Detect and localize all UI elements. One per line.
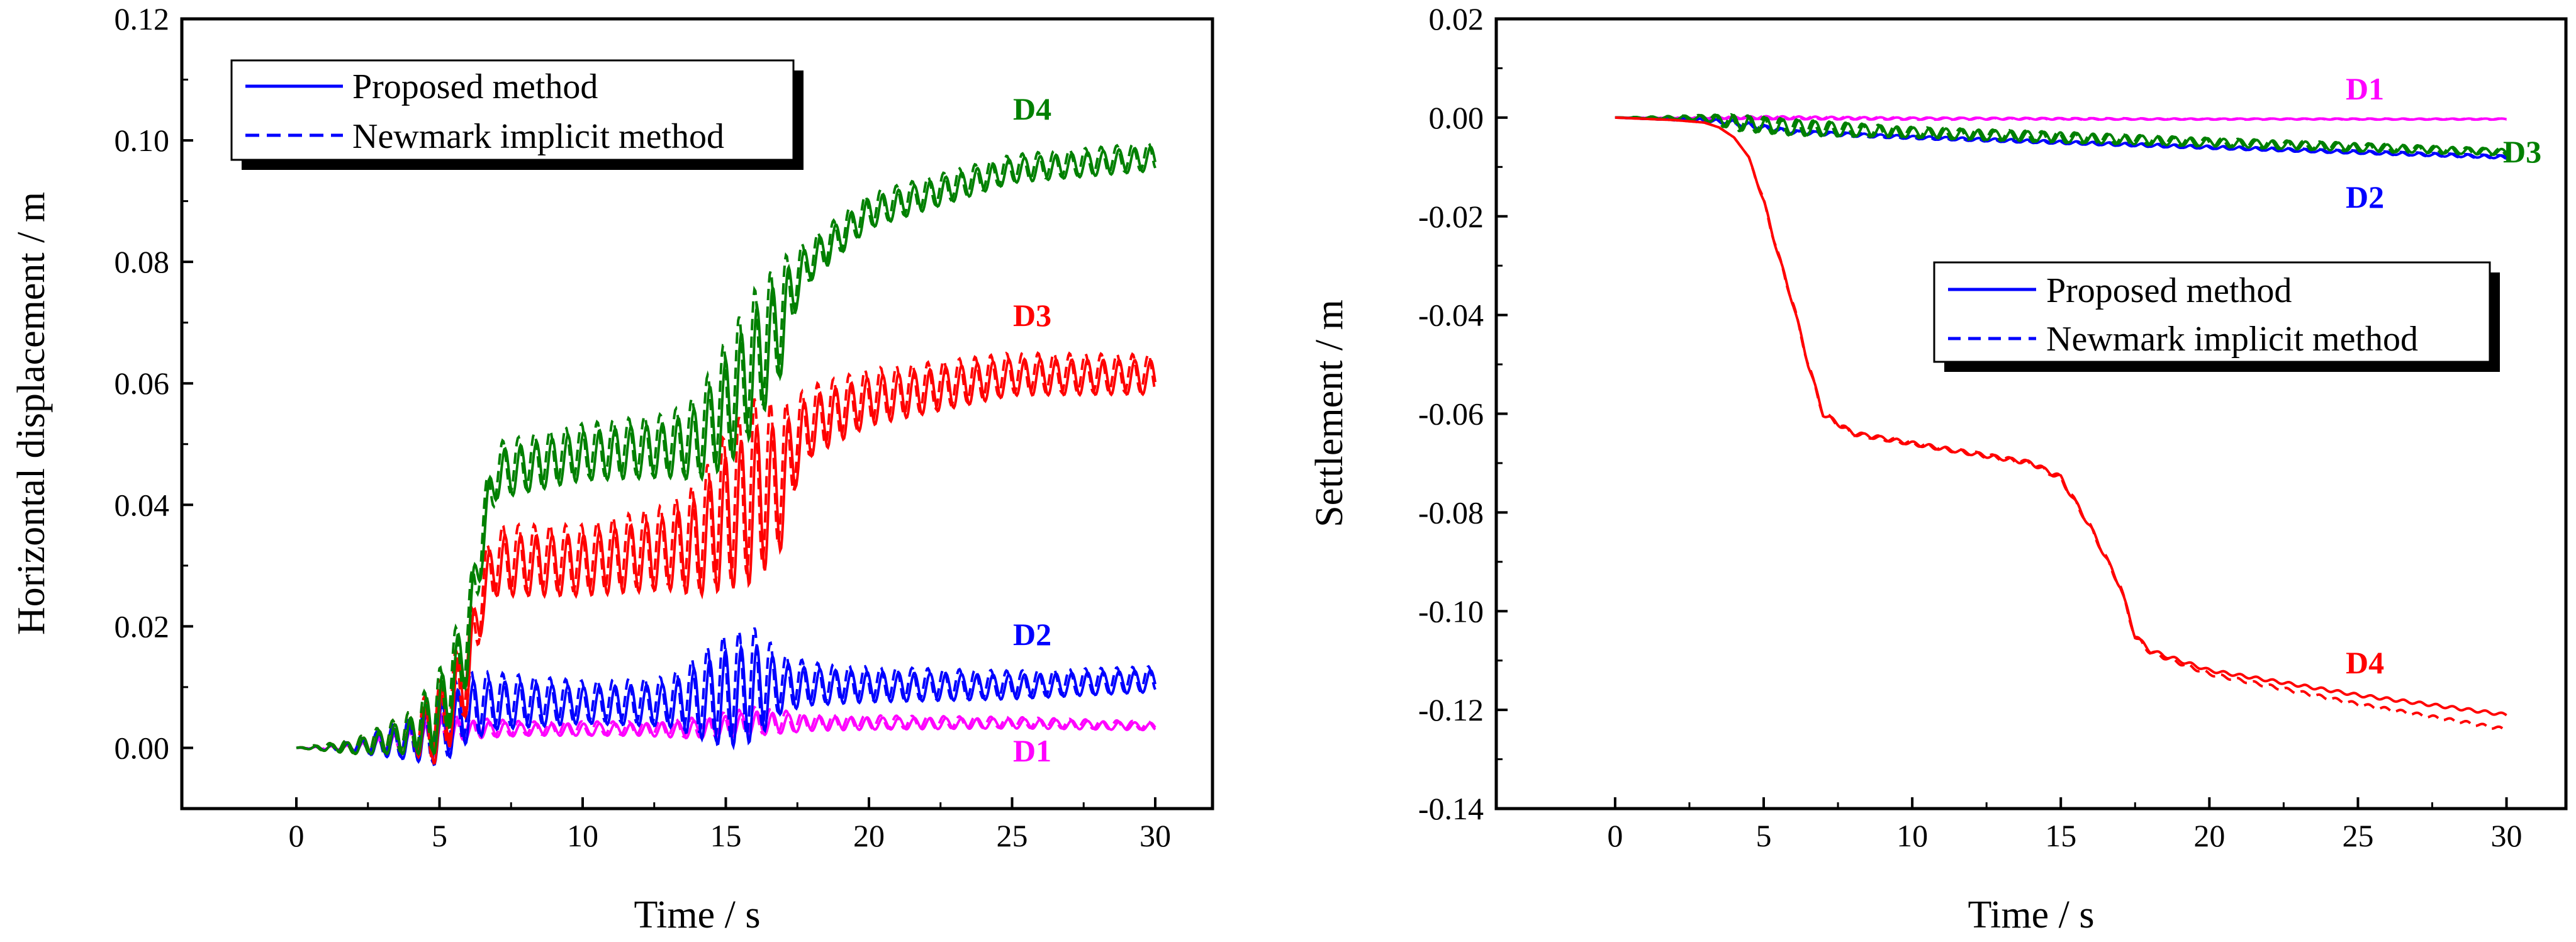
series-d3-newmark-line	[296, 350, 1156, 762]
y-tick-label: 0.02	[115, 608, 170, 644]
horizontal-displacement-chart: 0 5 10 15 20 25 30 0.00 0.02 0.04 0.06 0.08 0.10 0.12…	[10, 1, 1214, 936]
y-tick-label: -0.02	[1418, 199, 1484, 234]
legend-label-proposed: Proposed method	[2046, 271, 2292, 310]
legend-label-newmark: Newmark implicit method	[352, 117, 724, 156]
legend-label-newmark: Newmark implicit method	[2046, 320, 2418, 359]
y-tick-label: 0.06	[115, 366, 170, 401]
y-tick-label: 0.12	[115, 1, 170, 36]
y-tick-label: 0.04	[115, 487, 170, 522]
tick-layer: 0 5 10 15 20 25 30 -0.14 -0.12 -0.10 -0.08 -0.06 -0.…	[1418, 1, 2523, 853]
series-d2-proposed-line	[1615, 116, 2507, 160]
series-d4-proposed-line	[1615, 116, 2507, 717]
y-tick-label: 0.00	[1429, 100, 1484, 135]
x-tick-label: 30	[1140, 818, 1171, 853]
y-tick-label: 0.02	[1429, 1, 1484, 36]
series-d4-newmark-line	[296, 141, 1156, 754]
series-tag-d2: D2	[1013, 617, 1051, 652]
tick-layer: 0 5 10 15 20 25 30 0.00 0.02 0.04 0.06 0.08 0.10 0.12	[115, 1, 1172, 853]
series-layer	[1615, 113, 2508, 732]
x-tick-label: 0	[1607, 818, 1623, 853]
series-d4-proposed-line	[296, 145, 1156, 756]
series-tag-d3: D3	[1013, 298, 1051, 333]
x-tick-label: 20	[853, 818, 885, 853]
x-tick-label: 0	[289, 818, 305, 853]
series-d4-newmark-line	[1615, 116, 2507, 732]
x-tick-label: 10	[1896, 818, 1928, 853]
x-tick-label: 30	[2491, 818, 2523, 853]
series-d1-newmark-line	[296, 705, 1156, 754]
y-tick-label: 0.08	[115, 244, 170, 279]
y-tick-label: -0.06	[1418, 396, 1484, 432]
legend: Proposed method Newmark implicit method	[230, 59, 804, 170]
x-tick-label: 5	[1756, 818, 1772, 853]
series-layer	[296, 141, 1156, 766]
series-tag-d4: D4	[1013, 91, 1051, 126]
series-tag-d2: D2	[2346, 179, 2384, 215]
x-tick-label: 25	[997, 818, 1028, 853]
series-tag-d3: D3	[2503, 134, 2541, 169]
series-d3-proposed-line	[1615, 113, 2508, 156]
x-tick-label: 15	[2045, 818, 2076, 853]
y-tick-label: 0.10	[115, 123, 170, 158]
series-d3-newmark-line	[1615, 113, 2507, 157]
legend-label-proposed: Proposed method	[352, 67, 598, 106]
x-tick-label: 20	[2193, 818, 2225, 853]
legend-box	[1933, 261, 2491, 363]
legend-box	[230, 59, 795, 161]
y-tick-label: -0.12	[1418, 692, 1484, 727]
settlement-chart: 0 5 10 15 20 25 30 -0.14 -0.12 -0.10 -0.08 -0.06 -0.…	[1308, 1, 2568, 936]
series-tag-d4: D4	[2346, 645, 2384, 680]
y-axis-title: Settlement / m	[1308, 300, 1351, 527]
y-tick-label: 0.00	[115, 730, 170, 765]
series-tag-d1: D1	[2346, 71, 2384, 106]
plot-area-frame	[180, 17, 1214, 810]
x-tick-label: 15	[710, 818, 742, 853]
x-axis-title: Time / s	[1968, 894, 2094, 936]
series-tag-d1: D1	[1013, 733, 1051, 768]
x-tick-label: 10	[567, 818, 598, 853]
y-axis-title: Horizontal displacement / m	[10, 192, 53, 635]
y-tick-label: -0.04	[1418, 298, 1484, 333]
x-axis-title: Time / s	[634, 894, 760, 936]
x-tick-label: 25	[2342, 818, 2373, 853]
y-tick-label: -0.14	[1418, 791, 1484, 826]
x-tick-label: 5	[432, 818, 447, 853]
y-tick-label: -0.08	[1418, 495, 1484, 530]
legend: Proposed method Newmark implicit method	[1933, 261, 2500, 372]
y-tick-label: -0.10	[1418, 593, 1484, 629]
